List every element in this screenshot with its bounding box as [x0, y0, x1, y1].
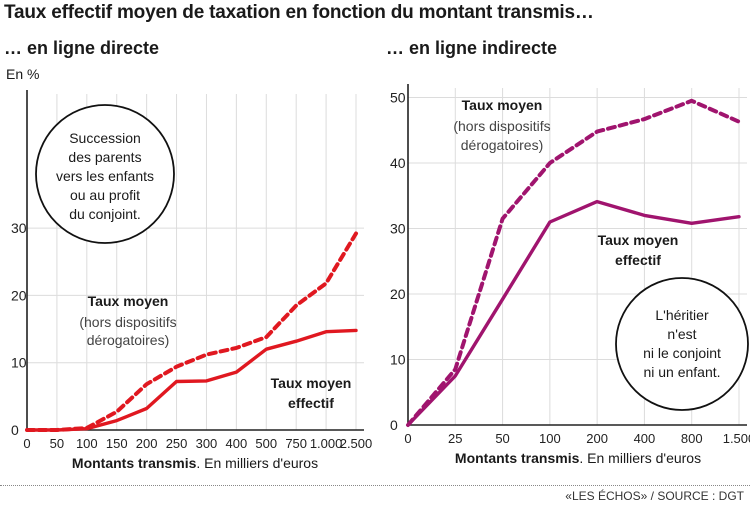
annotation-text: ou au profit — [70, 187, 140, 203]
x-tick-label: 400 — [226, 436, 248, 451]
series-label-taux-moyen: Taux moyen — [462, 97, 543, 113]
annotation-text: ni le conjoint — [643, 345, 721, 361]
series-label-taux-moyen-detail: dérogatoires) — [87, 332, 170, 348]
y-tick-label: 10 — [390, 352, 406, 368]
annotation-text: du conjoint. — [69, 206, 141, 222]
x-tick-label: 100 — [76, 436, 98, 451]
y-tick-label: 0 — [11, 422, 19, 438]
chart-title: Taux effectif moyen de taxation en fonct… — [4, 2, 594, 23]
y-unit-label: En % — [6, 66, 40, 82]
x-tick-label: 0 — [404, 431, 411, 446]
x-axis-title: Montants transmis. En milliers d'euros — [72, 455, 318, 471]
footer-divider — [0, 485, 750, 486]
y-tick-label: 10 — [11, 355, 27, 371]
annotation-text: Succession — [69, 130, 141, 146]
right-chart-subtitle: … en ligne indirecte — [386, 38, 558, 58]
x-tick-label: 750 — [285, 436, 307, 451]
x-tick-label: 500 — [255, 436, 277, 451]
x-tick-label: 300 — [196, 436, 218, 451]
x-tick-label: 800 — [681, 431, 703, 446]
series-label-taux-effectif: effectif — [615, 252, 661, 268]
x-tick-label: 150 — [106, 436, 128, 451]
annotation-text: ni un enfant. — [643, 364, 720, 380]
x-tick-label: 100 — [539, 431, 561, 446]
y-tick-label: 40 — [390, 155, 406, 171]
annotation-text: n'est — [667, 326, 696, 342]
series-label-taux-moyen-detail: (hors dispositifs — [79, 314, 176, 330]
left-chart-subtitle: … en ligne directe — [4, 38, 160, 58]
annotation-text: des parents — [68, 149, 141, 165]
x-tick-label: 250 — [166, 436, 188, 451]
y-tick-label: 20 — [11, 287, 27, 303]
source-credit: «LES ÉCHOS» / SOURCE : DGT — [565, 489, 744, 503]
y-tick-label: 50 — [390, 90, 406, 106]
series-line-taux-effectif — [406, 199, 741, 427]
x-tick-label: 0 — [23, 436, 30, 451]
x-tick-label: 1.000 — [310, 436, 343, 451]
series-label-taux-effectif: effectif — [288, 395, 334, 411]
y-tick-label: 30 — [11, 220, 27, 236]
y-tick-label: 20 — [390, 286, 406, 302]
x-tick-label: 400 — [634, 431, 656, 446]
x-tick-label: 25 — [448, 431, 462, 446]
series-line-taux-moyen — [406, 98, 741, 427]
x-axis-title: Montants transmis. En milliers d'euros — [455, 450, 701, 466]
series-line-taux-effectif — [25, 328, 358, 432]
annotation-circle — [615, 277, 749, 411]
x-tick-label: 1.500 — [723, 431, 750, 446]
series-label-taux-effectif: Taux moyen — [598, 232, 679, 248]
series-label-taux-moyen-detail: dérogatoires) — [461, 137, 544, 153]
x-tick-label: 50 — [495, 431, 509, 446]
series-label-taux-moyen: Taux moyen — [88, 293, 169, 309]
y-tick-label: 30 — [390, 221, 406, 237]
annotation-text: vers les enfants — [56, 168, 154, 184]
x-tick-label: 2.500 — [340, 436, 373, 451]
x-tick-label: 200 — [136, 436, 158, 451]
series-label-taux-effectif: Taux moyen — [271, 375, 352, 391]
x-tick-label: 200 — [586, 431, 608, 446]
annotation-circle — [35, 104, 175, 244]
series-label-taux-moyen-detail: (hors dispositifs — [453, 118, 550, 134]
x-tick-label: 50 — [50, 436, 64, 451]
annotation-text: L'héritier — [655, 307, 709, 323]
y-tick-label: 0 — [390, 417, 398, 433]
